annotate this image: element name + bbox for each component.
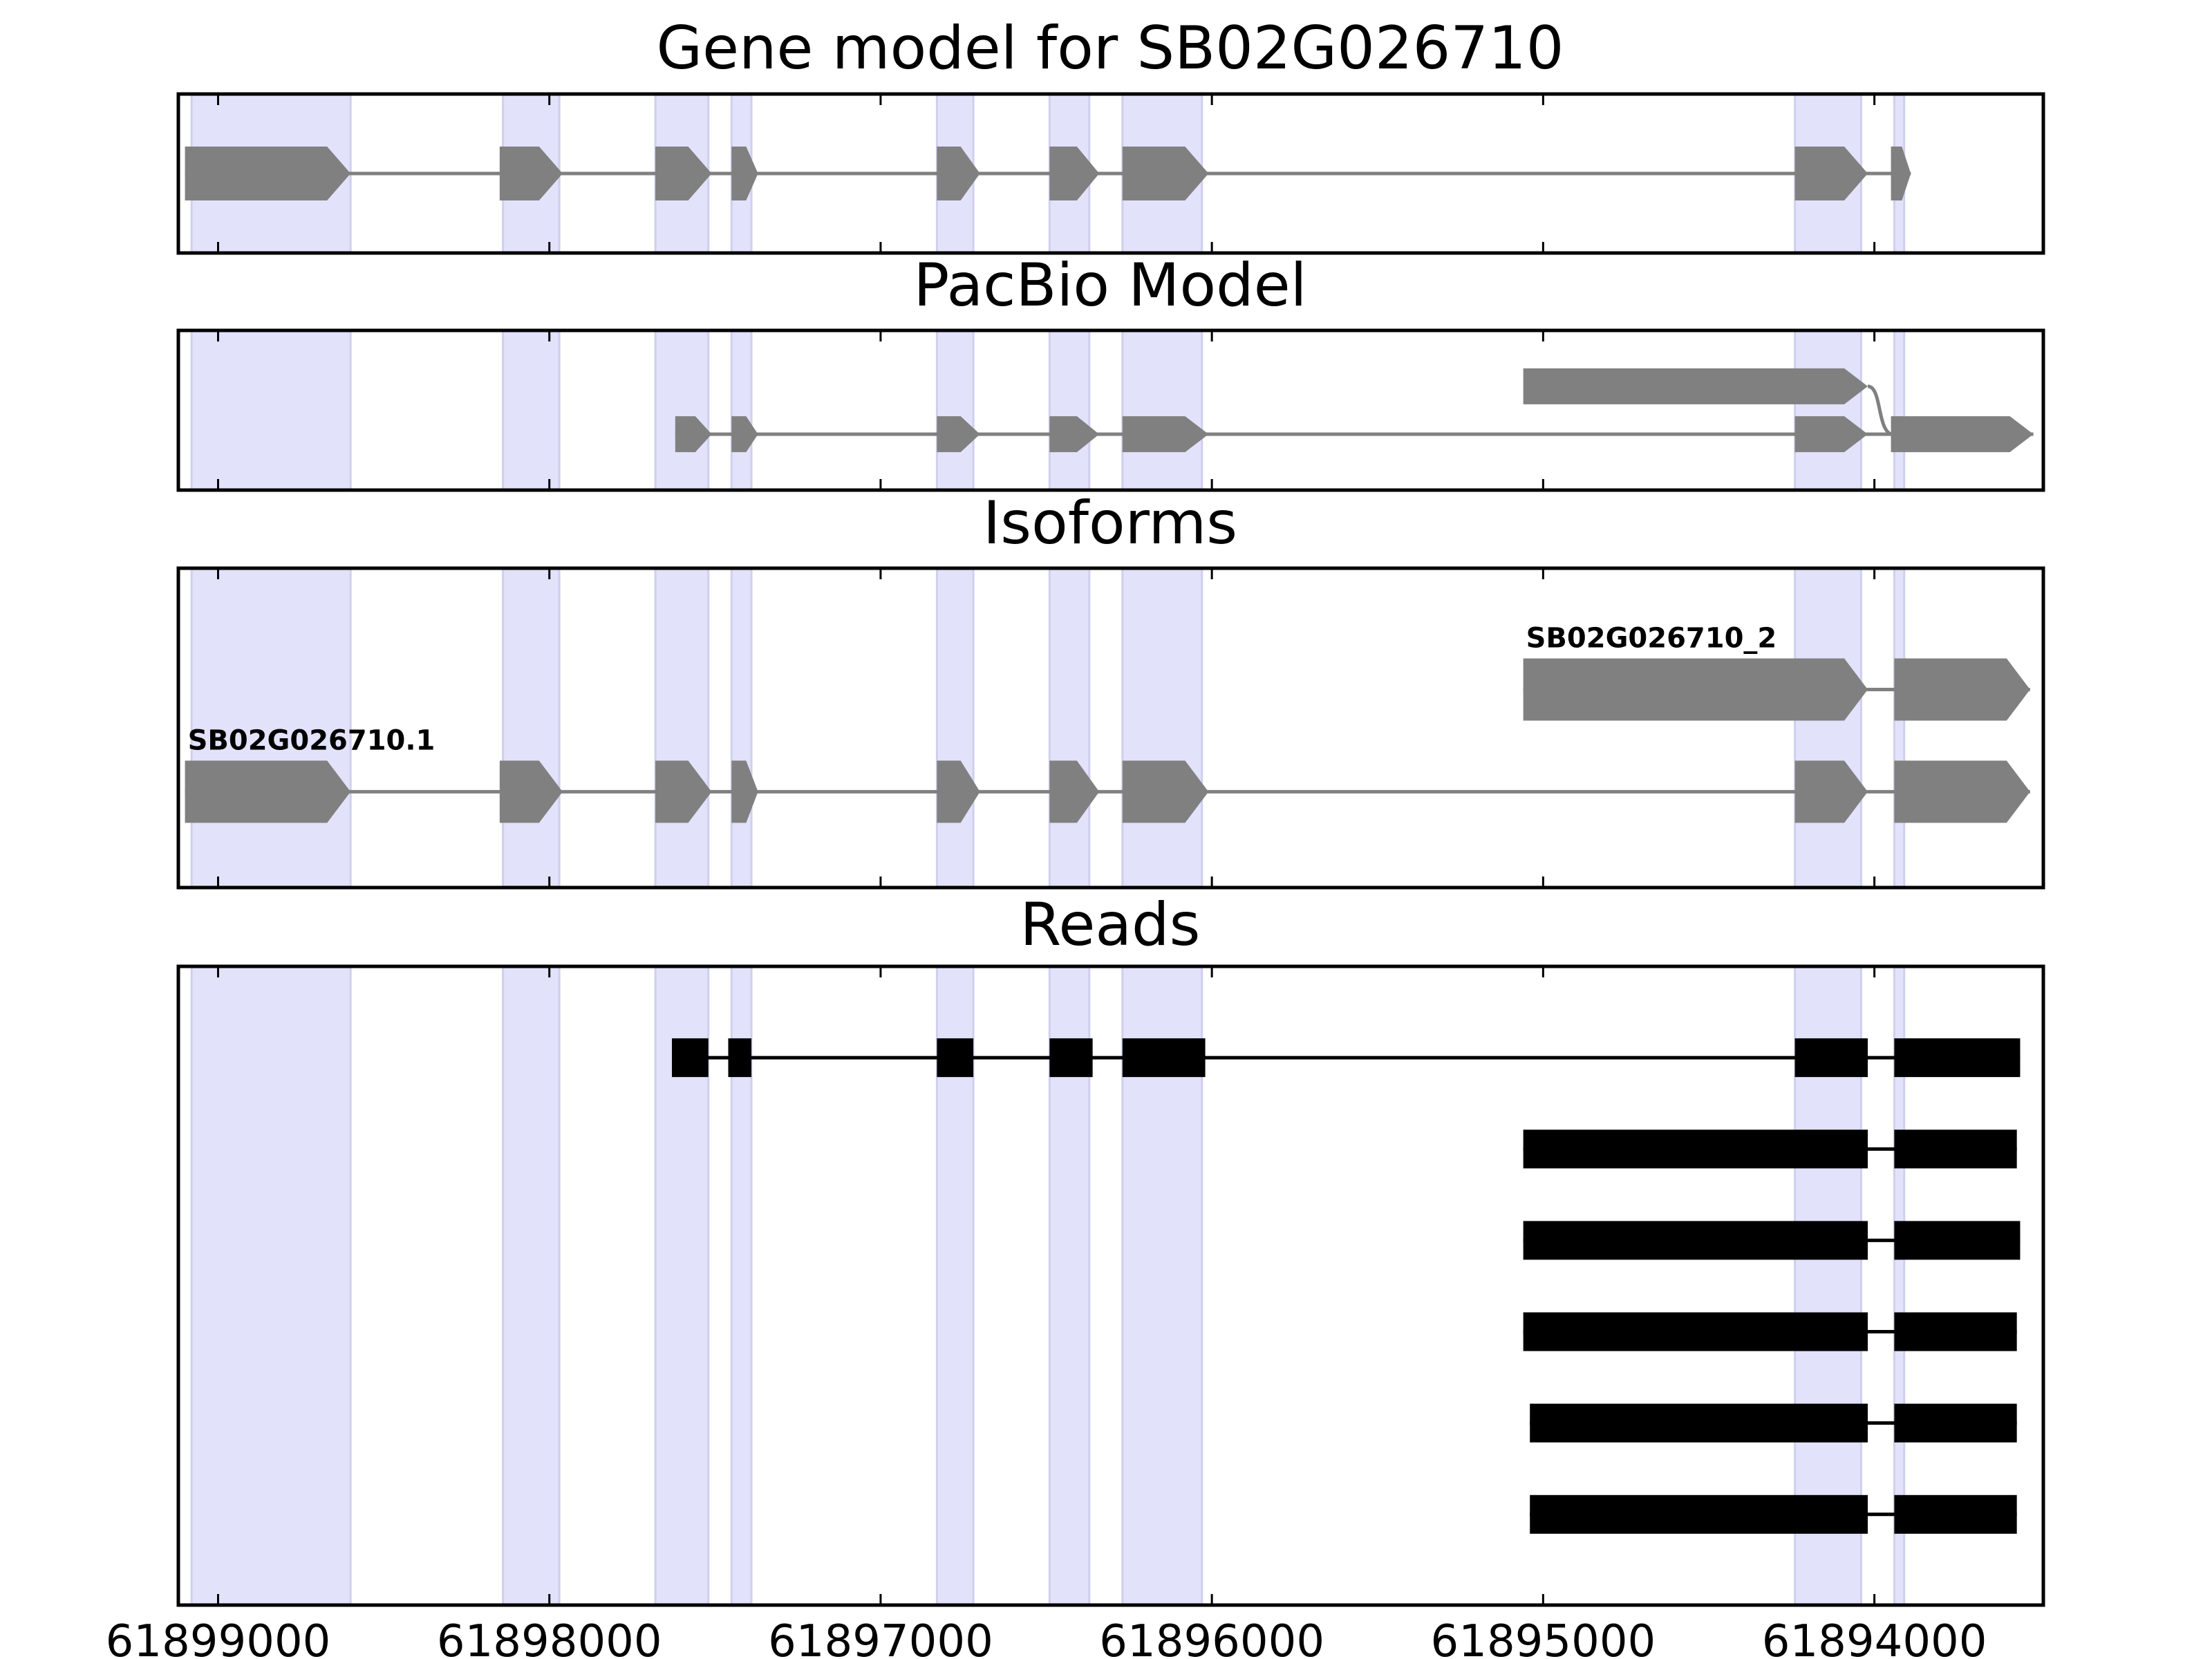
exon-arrow — [1894, 760, 2030, 823]
exon-arrow — [1523, 658, 1868, 721]
isoform-label: SB02G026710_2 — [1526, 623, 1777, 655]
exon-arrow — [675, 416, 712, 453]
read-exon-block — [1894, 1494, 2017, 1534]
exon-shade-band — [654, 567, 710, 889]
read-exon-block — [1523, 1312, 1868, 1351]
exon-shade-band — [935, 567, 975, 889]
exon-shade-band — [1121, 567, 1203, 889]
exon-shade-band — [1794, 567, 1862, 889]
x-tick-label: 61899000 — [106, 1616, 331, 1659]
read-exon-block — [937, 1038, 974, 1078]
exon-arrow — [1891, 147, 1911, 200]
read-exon-block — [1894, 1403, 2017, 1443]
exon-arrow — [1794, 147, 1868, 200]
exon-shade-band — [190, 329, 352, 491]
exon-shade-band — [1794, 329, 1862, 491]
exon-arrow — [937, 760, 980, 823]
exon-shade-band — [190, 965, 352, 1606]
read-exon-block — [1894, 1130, 2017, 1169]
read-exon-block — [672, 1038, 709, 1078]
exon-arrow — [731, 147, 758, 200]
exon-arrow — [499, 760, 563, 823]
exon-shade-band — [1121, 329, 1203, 491]
x-tick-label: 61898000 — [437, 1616, 662, 1659]
read-exon-block — [1894, 1312, 2017, 1351]
exon-arrow — [655, 760, 712, 823]
exon-arrow — [1122, 760, 1209, 823]
exon-arrow — [655, 147, 712, 200]
exon-shade-band — [730, 567, 753, 889]
read-exon-block — [1894, 1221, 2021, 1260]
read-exon-block — [1530, 1494, 1868, 1534]
panel-frame — [176, 566, 2045, 890]
panel-title-gene-model: Gene model for SB02G026710 — [657, 14, 1564, 83]
panel-gene-model — [176, 92, 2045, 255]
panel-title-isoforms: Isoforms — [983, 489, 1237, 558]
exon-shade-band — [1048, 567, 1091, 889]
exon-arrow — [1794, 416, 1868, 453]
splice-link-line — [1867, 384, 1892, 436]
x-tick-label: 61895000 — [1431, 1616, 1656, 1659]
panel-title-reads: Reads — [1020, 890, 1201, 959]
exon-arrow — [731, 416, 758, 453]
exon-arrow — [1049, 147, 1100, 200]
exon-arrow — [1894, 658, 2030, 721]
panel-title-pacbio-model: PacBio Model — [913, 251, 1306, 320]
exon-shade-band — [1048, 329, 1091, 491]
read-exon-block — [1523, 1130, 1868, 1169]
read-exon-block — [1894, 1038, 2021, 1078]
read-exon-block — [728, 1038, 752, 1078]
read-exon-block — [1523, 1221, 1868, 1260]
exon-shade-band — [1893, 567, 1906, 889]
exon-arrow — [499, 147, 563, 200]
exon-shade-band — [935, 329, 975, 491]
exon-shade-band — [730, 329, 753, 491]
panel-pacbio-model — [176, 328, 2045, 492]
read-exon-block — [1122, 1038, 1206, 1078]
x-axis: 61899000 61898000 61897000 61896000 61895000… — [106, 1616, 1987, 1659]
x-tick-label: 61896000 — [1099, 1616, 1324, 1659]
exon-shade-band — [654, 329, 710, 491]
exon-arrow — [1049, 416, 1100, 453]
panel-frame — [176, 328, 2045, 492]
exon-arrow — [1891, 416, 2034, 453]
x-tick-label: 61894000 — [1762, 1616, 1987, 1659]
x-tick-label: 61897000 — [768, 1616, 993, 1659]
read-exon-block — [1049, 1038, 1093, 1078]
exon-shade-band — [502, 329, 561, 491]
exon-shade-band — [502, 567, 561, 889]
exon-arrow — [937, 416, 980, 453]
panel-reads — [176, 964, 2045, 1607]
exon-arrow — [1049, 760, 1100, 823]
exon-shade-band — [190, 567, 352, 889]
isoform-label: SB02G026710.1 — [188, 724, 435, 756]
panel-frame — [176, 92, 2045, 255]
exon-shade-band — [1893, 329, 1906, 491]
exon-arrow — [937, 147, 980, 200]
exon-arrow — [1794, 760, 1868, 823]
read-exon-block — [1794, 1038, 1868, 1078]
exon-arrow — [731, 760, 758, 823]
panel-frame — [176, 964, 2045, 1607]
exon-arrow — [1122, 416, 1209, 453]
exon-shade-band — [502, 965, 561, 1606]
exon-arrow — [185, 760, 351, 823]
panel-isoforms: SB02G026710_2 SB02G026710.1 — [176, 566, 2045, 890]
exon-arrow — [185, 147, 351, 200]
exon-arrow — [1523, 368, 1868, 404]
read-exon-block — [1530, 1403, 1868, 1443]
exon-arrow — [1122, 147, 1209, 200]
